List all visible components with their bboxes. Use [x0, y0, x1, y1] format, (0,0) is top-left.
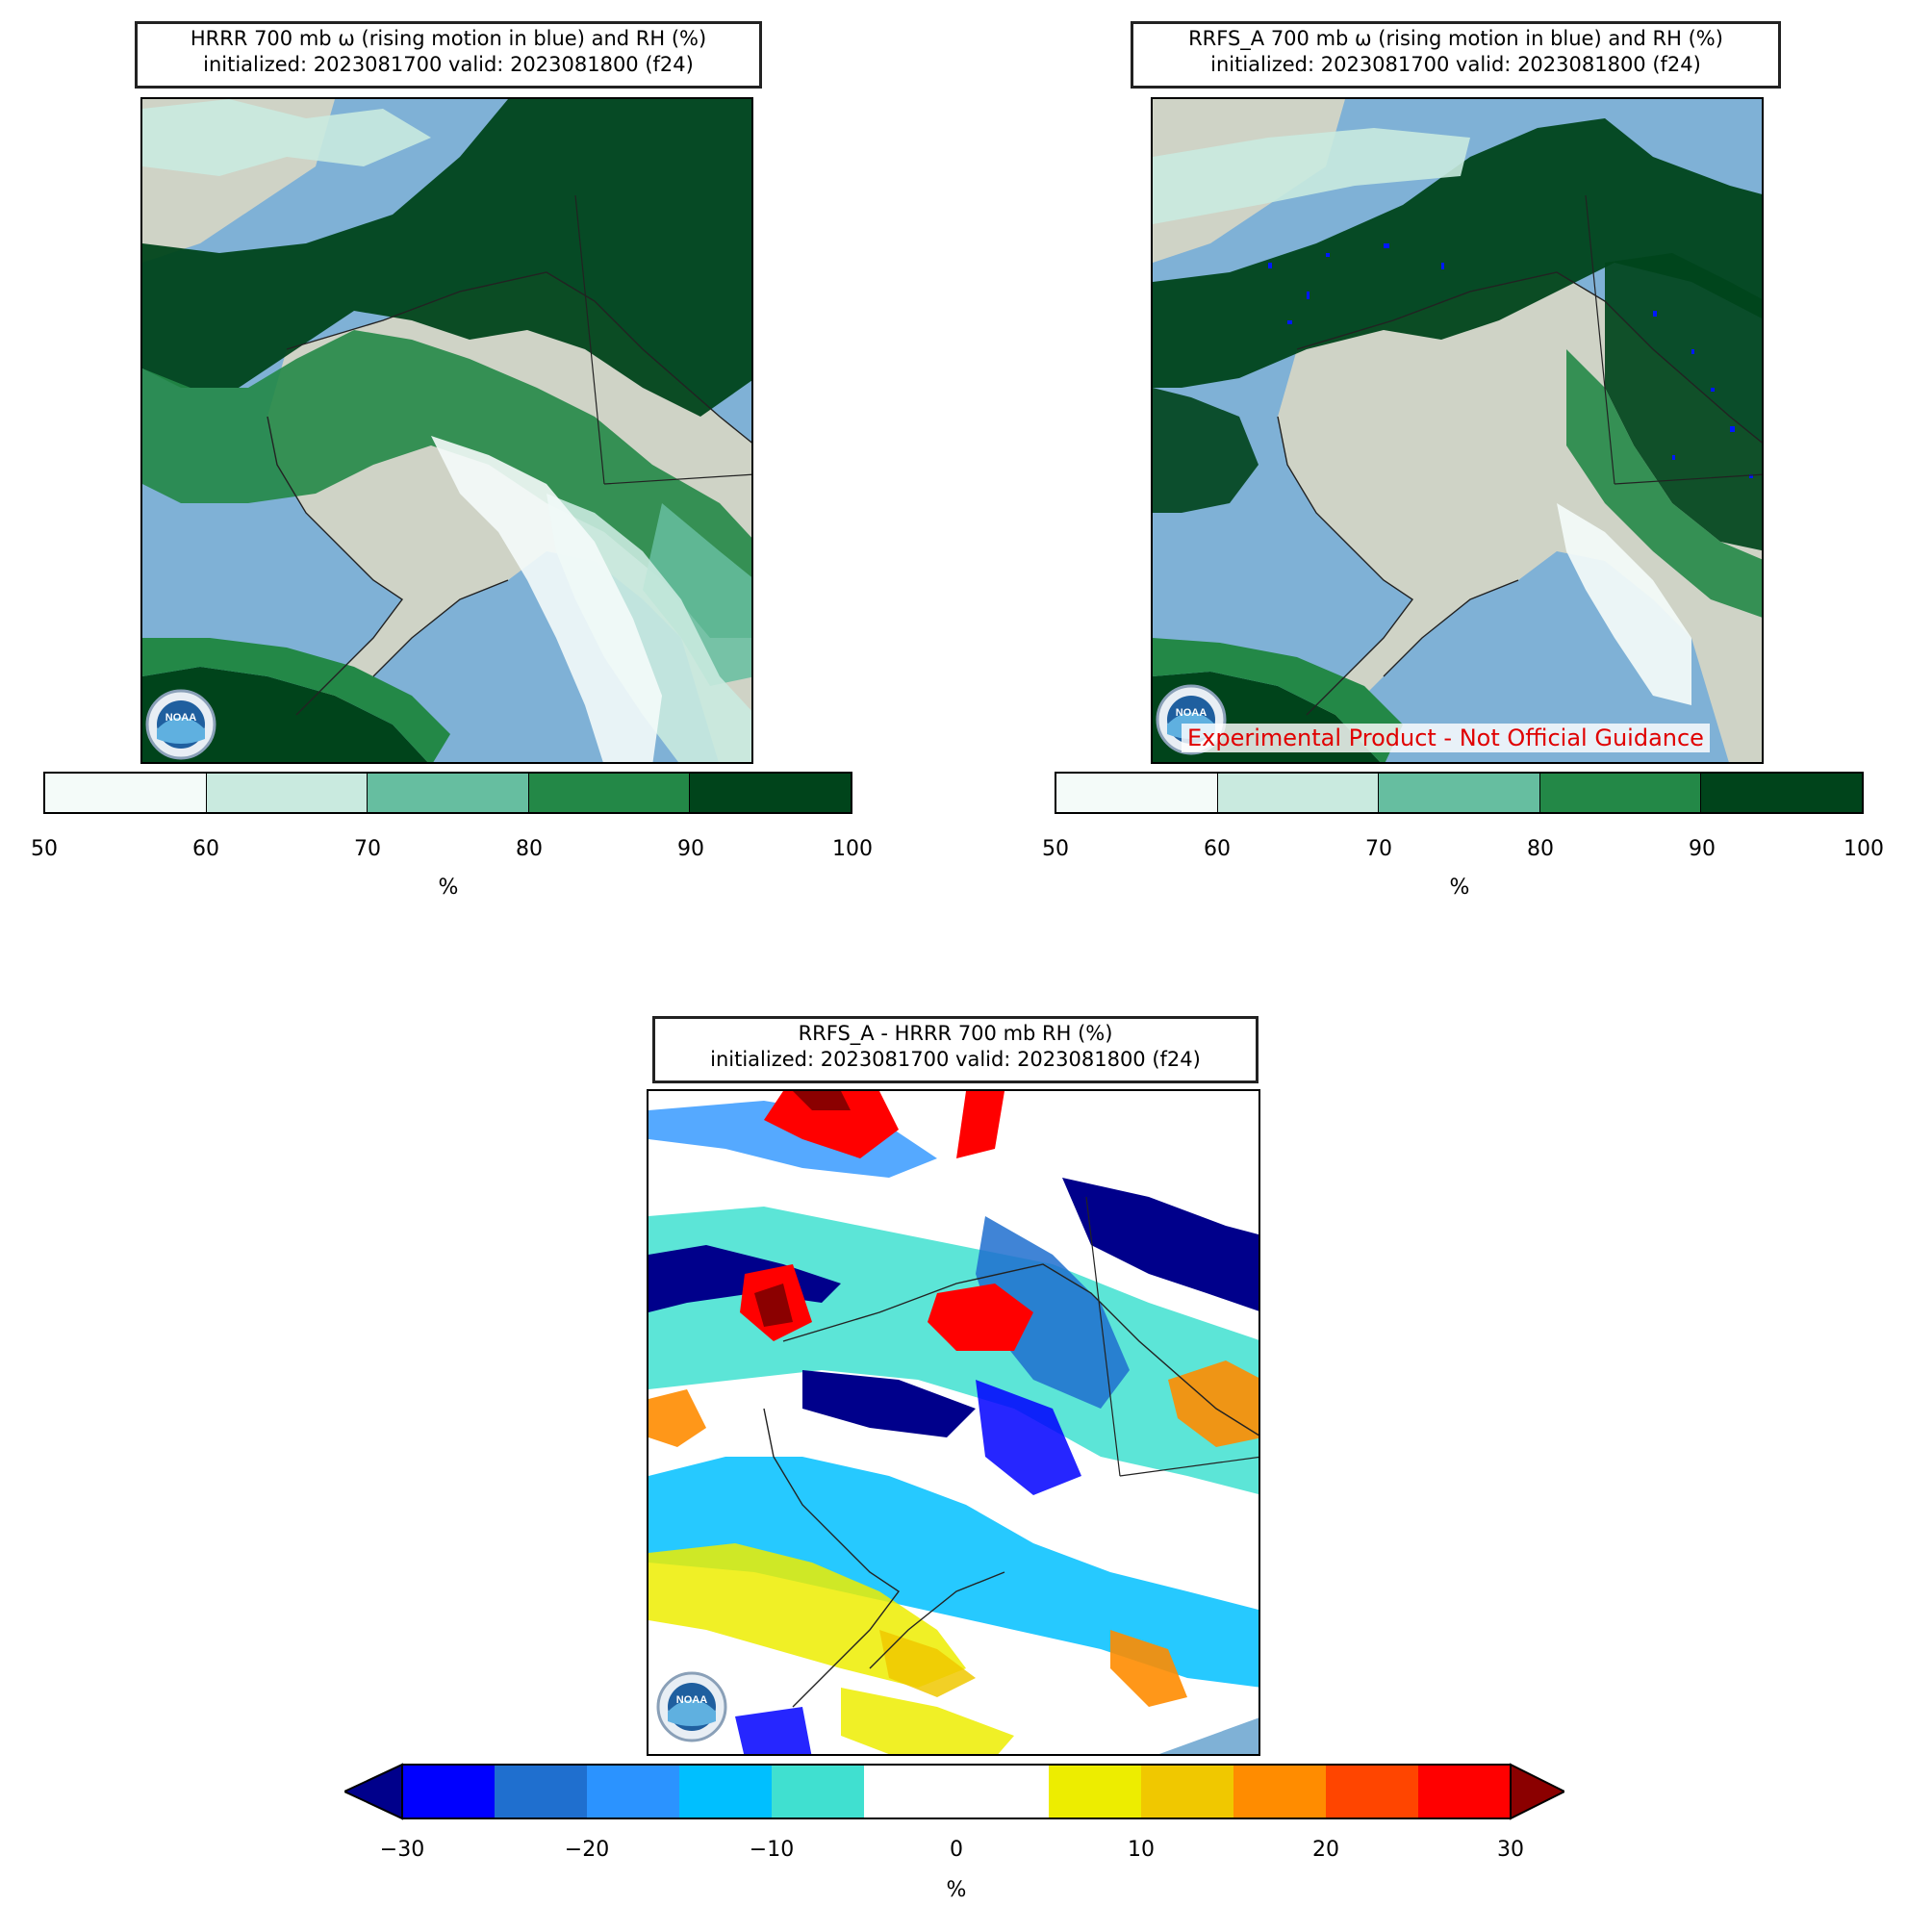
- rh-80-90-east: [1566, 349, 1762, 618]
- rrfs-cbar-tick-100: 100: [1843, 837, 1884, 861]
- diff-cbar-tick-30: 30: [1497, 1838, 1524, 1862]
- diff-neg-20-25: [976, 1216, 1130, 1409]
- hrrr-rh-colorbar: [43, 772, 852, 814]
- rh-bin-70-80: [1379, 774, 1540, 812]
- hrrr-map-canvas: NOAA: [142, 99, 751, 762]
- diff-title-line2: initialized: 2023081700 valid: 202308180…: [710, 1048, 1201, 1071]
- rh-bin-80-90: [1539, 774, 1702, 812]
- coastline: [267, 271, 751, 716]
- rh-60-70-band: [142, 99, 431, 176]
- diff-cbar-tick-neg20: −20: [564, 1838, 610, 1862]
- hrrr-map: NOAA: [140, 97, 753, 764]
- rrfs-title-line1: RRFS_A 700 mb ω (rising motion in blue) …: [1188, 27, 1723, 50]
- diff-pos-25-30: [740, 1091, 1033, 1351]
- noaa-logo: NOAA: [145, 689, 216, 760]
- rrfs-cbar-tick-70: 70: [1365, 837, 1392, 861]
- rrfs-cbar-tick-60: 60: [1204, 837, 1231, 861]
- diff-cbar-tick-20: 20: [1312, 1838, 1339, 1862]
- rrfs-cbar-unit: %: [1449, 876, 1470, 900]
- diff-pos-15-20: [648, 1360, 1259, 1707]
- diff-map: NOAA: [647, 1089, 1260, 1756]
- rh-80-90-south: [1153, 638, 1403, 762]
- rh-90-100-west: [1153, 388, 1259, 513]
- diff-neg-10-15: [648, 1457, 1259, 1688]
- noaa-logo-text: NOAA: [1176, 707, 1207, 719]
- rh-60-70-band: [1153, 128, 1470, 224]
- experimental-watermark: Experimental Product - Not Official Guid…: [1182, 724, 1710, 752]
- diff-pos-10-15: [879, 1630, 976, 1697]
- diff-cbar-tick-neg30: −30: [379, 1838, 425, 1862]
- hrrr-cbar-tick-80: 80: [516, 837, 543, 861]
- diff-ocean-corner: [1158, 1717, 1259, 1754]
- rrfs-cbar-tick-80: 80: [1527, 837, 1554, 861]
- rh-bin-90-100: [690, 774, 851, 812]
- rh-bin-90-100: [1701, 774, 1862, 812]
- canada-border: [1585, 194, 1762, 485]
- diff-pos-5-10: [648, 1543, 1014, 1754]
- rh-50-60-plume: [431, 436, 662, 762]
- rh-90-100-east: [1605, 253, 1762, 551]
- rh-90-100-north: [142, 99, 751, 417]
- rrfs-map: NOAA Experimental Product - Not Official…: [1151, 97, 1764, 764]
- diff-cbar-bins: [402, 1765, 1511, 1818]
- rh-50-60-plume: [1557, 503, 1691, 705]
- hrrr-cbar-tick-60: 60: [192, 837, 219, 861]
- diff-neg-30-below: [648, 1178, 1259, 1437]
- diff-title-line1: RRFS_A - HRRR 700 mb RH (%): [798, 1022, 1113, 1045]
- diff-cbar-tick-0: 0: [950, 1838, 963, 1862]
- diff-colorbar: [344, 1763, 1564, 1820]
- diff-neg-25-30: [735, 1380, 1081, 1754]
- noaa-logo: NOAA: [656, 1671, 727, 1742]
- diff-cbar-under-arrow: [344, 1763, 403, 1820]
- noaa-logo-text: NOAA: [676, 1694, 707, 1706]
- rh-80-90: [142, 330, 751, 638]
- rrfs-cbar-tick-90: 90: [1689, 837, 1716, 861]
- diff-cbar-tick-neg10: −10: [749, 1838, 795, 1862]
- diff-cbar-unit: %: [946, 1878, 967, 1902]
- diff-map-canvas: NOAA: [648, 1091, 1259, 1754]
- diff-title-box: RRFS_A - HRRR 700 mb RH (%) initialized:…: [652, 1016, 1259, 1083]
- hrrr-cbar-tick-100: 100: [832, 837, 873, 861]
- rh-bin-80-90: [528, 774, 691, 812]
- rrfs-map-canvas: NOAA: [1153, 99, 1762, 762]
- rh-bin-50-60: [1056, 774, 1218, 812]
- rh-90-100-north: [1153, 118, 1762, 388]
- diff-pos-30-above: [754, 1091, 851, 1327]
- rh-90-100-south: [142, 667, 428, 762]
- diff-cbar-over-arrow: [1510, 1763, 1564, 1820]
- rrfs-rh-colorbar: [1055, 772, 1864, 814]
- hrrr-cbar-tick-90: 90: [677, 837, 704, 861]
- hrrr-title-box: HRRR 700 mb ω (rising motion in blue) an…: [135, 21, 762, 89]
- rrfs-title-box: RRFS_A 700 mb ω (rising motion in blue) …: [1131, 21, 1781, 89]
- hrrr-cbar-tick-50: 50: [31, 837, 58, 861]
- hrrr-cbar-tick-70: 70: [354, 837, 381, 861]
- rh-bin-60-70: [206, 774, 369, 812]
- hrrr-title-line2: initialized: 2023081700 valid: 202308180…: [203, 53, 694, 76]
- rrfs-cbar-tick-50: 50: [1042, 837, 1069, 861]
- diff-cbar-tick-10: 10: [1128, 1838, 1155, 1862]
- hrrr-title-line1: HRRR 700 mb ω (rising motion in blue) an…: [190, 27, 707, 50]
- noaa-logo-text: NOAA: [165, 712, 196, 724]
- rh-80-90-south: [142, 638, 450, 762]
- rh-bin-70-80: [368, 774, 529, 812]
- hrrr-cbar-unit: %: [438, 876, 459, 900]
- coastline: [763, 1263, 1259, 1708]
- rising-motion-speckles: [1268, 243, 1753, 478]
- rrfs-title-line2: initialized: 2023081700 valid: 202308180…: [1210, 53, 1701, 76]
- canada-border: [1085, 1196, 1259, 1477]
- coastline: [1277, 271, 1762, 716]
- rh-bin-60-70: [1217, 774, 1380, 812]
- rh-bin-50-60: [45, 774, 207, 812]
- canada-border: [574, 194, 751, 485]
- rh-70-80: [643, 503, 751, 686]
